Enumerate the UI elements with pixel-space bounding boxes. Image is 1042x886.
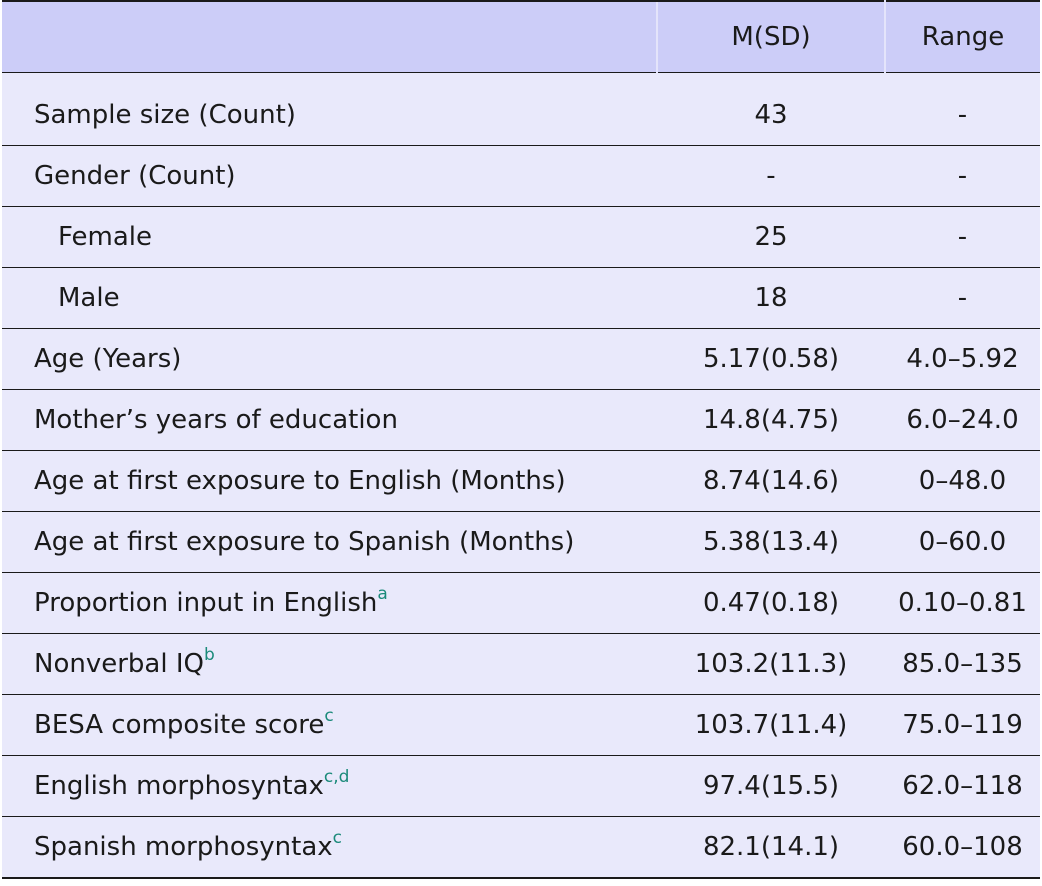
footnote-marker[interactable]: c,d bbox=[323, 767, 350, 787]
row-msd: 103.2(11.3) bbox=[657, 633, 885, 695]
row-range: 4.0–5.92 bbox=[885, 328, 1040, 390]
header-range: Range bbox=[885, 0, 1040, 73]
header-msd: M(SD) bbox=[656, 0, 886, 73]
footnote-marker[interactable]: c bbox=[332, 828, 343, 848]
row-range: 0.10–0.81 bbox=[885, 572, 1040, 634]
table-row: Nonverbal IQb 103.2(11.3) 85.0–135 bbox=[2, 633, 1040, 695]
row-range: 75.0–119 bbox=[885, 694, 1040, 756]
footnote-marker[interactable]: c bbox=[324, 706, 334, 726]
header-gap bbox=[2, 73, 1040, 86]
table-row: Proportion input in Englisha 0.47(0.18) … bbox=[2, 572, 1040, 634]
row-range: 0–48.0 bbox=[885, 450, 1040, 512]
row-label: BESA composite scorec bbox=[2, 694, 657, 756]
table-header-row: M(SD) Range bbox=[2, 0, 1040, 73]
table-row: Age (Years) 5.17(0.58) 4.0–5.92 bbox=[2, 328, 1040, 390]
footnote-marker[interactable]: b bbox=[203, 645, 215, 665]
row-msd: 82.1(14.1) bbox=[657, 816, 885, 879]
row-msd: 25 bbox=[657, 206, 885, 268]
table-row: Age at first exposure to Spanish (Months… bbox=[2, 511, 1040, 573]
header-blank bbox=[2, 0, 657, 73]
table-row: Male 18 - bbox=[2, 267, 1040, 329]
row-msd: 14.8(4.75) bbox=[657, 389, 885, 451]
row-msd: 5.17(0.58) bbox=[657, 328, 885, 390]
row-label: Age at first exposure to English (Months… bbox=[2, 450, 657, 512]
table-row: English morphosyntaxc,d 97.4(15.5) 62.0–… bbox=[2, 755, 1040, 817]
row-msd: 97.4(15.5) bbox=[657, 755, 885, 817]
row-range: 6.0–24.0 bbox=[885, 389, 1040, 451]
row-label: Sample size (Count) bbox=[2, 85, 657, 146]
row-msd: 0.47(0.18) bbox=[657, 572, 885, 634]
row-range: 62.0–118 bbox=[885, 755, 1040, 817]
row-label: Female bbox=[2, 206, 657, 268]
table-row: Gender (Count) - - bbox=[2, 145, 1040, 207]
row-label: Spanish morphosyntaxc bbox=[2, 816, 657, 879]
table-row: Mother’s years of education 14.8(4.75) 6… bbox=[2, 389, 1040, 451]
row-label: English morphosyntaxc,d bbox=[2, 755, 657, 817]
row-label: Age (Years) bbox=[2, 328, 657, 390]
row-label: Mother’s years of education bbox=[2, 389, 657, 451]
row-label: Gender (Count) bbox=[2, 145, 657, 207]
table-row: Sample size (Count) 43 - bbox=[2, 85, 1040, 146]
table-row: Spanish morphosyntaxc 82.1(14.1) 60.0–10… bbox=[2, 816, 1040, 879]
row-range: 85.0–135 bbox=[885, 633, 1040, 695]
row-label: Male bbox=[2, 267, 657, 329]
row-range: - bbox=[885, 145, 1040, 207]
row-range: - bbox=[885, 85, 1040, 146]
row-label: Nonverbal IQb bbox=[2, 633, 657, 695]
table-row: Female 25 - bbox=[2, 206, 1040, 268]
row-msd: 8.74(14.6) bbox=[657, 450, 885, 512]
row-range: 0–60.0 bbox=[885, 511, 1040, 573]
row-range: 60.0–108 bbox=[885, 816, 1040, 879]
row-label: Proportion input in Englisha bbox=[2, 572, 657, 634]
row-msd: 103.7(11.4) bbox=[657, 694, 885, 756]
footnote-marker[interactable]: a bbox=[377, 584, 388, 604]
row-msd: 43 bbox=[657, 85, 885, 146]
row-label: Age at first exposure to Spanish (Months… bbox=[2, 511, 657, 573]
row-msd: 5.38(13.4) bbox=[657, 511, 885, 573]
row-range: - bbox=[885, 206, 1040, 268]
table-row: BESA composite scorec 103.7(11.4) 75.0–1… bbox=[2, 694, 1040, 756]
row-range: - bbox=[885, 267, 1040, 329]
table-row: Age at first exposure to English (Months… bbox=[2, 450, 1040, 512]
row-msd: 18 bbox=[657, 267, 885, 329]
row-msd: - bbox=[657, 145, 885, 207]
